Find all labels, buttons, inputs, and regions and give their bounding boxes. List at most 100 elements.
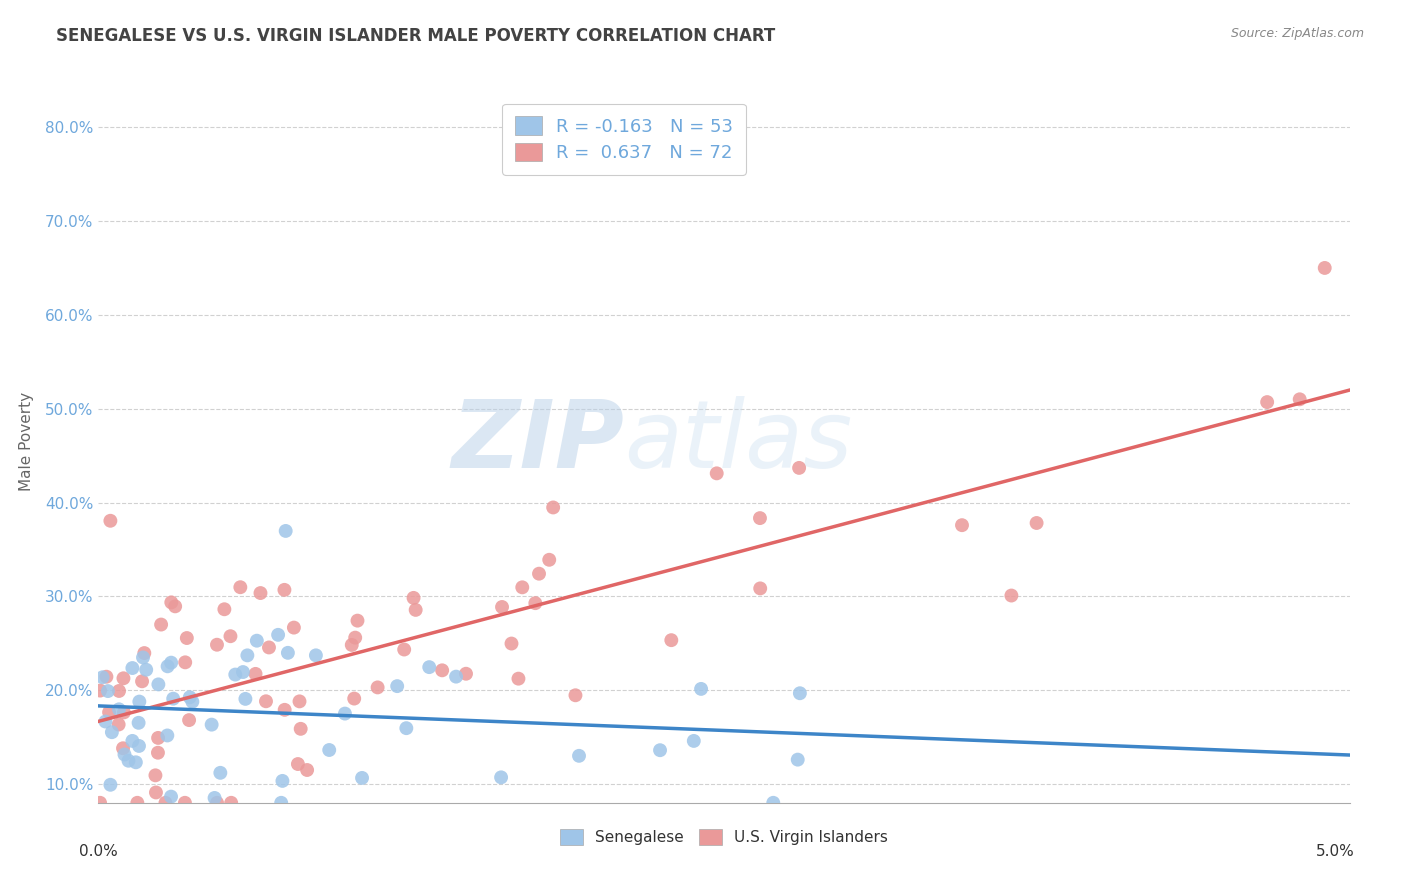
Point <box>538 553 561 567</box>
Point <box>96 670 118 684</box>
Point <box>568 748 591 763</box>
Text: atlas: atlas <box>624 396 852 487</box>
Point <box>273 582 295 597</box>
Text: SENEGALESE VS U.S. VIRGIN ISLANDER MALE POVERTY CORRELATION CHART: SENEGALESE VS U.S. VIRGIN ISLANDER MALE … <box>56 27 776 45</box>
Point <box>156 659 179 673</box>
Point <box>91 670 114 684</box>
Point <box>146 731 169 745</box>
Point <box>385 679 408 693</box>
Point <box>205 796 228 810</box>
Text: ZIP: ZIP <box>451 395 624 488</box>
Point <box>271 773 294 788</box>
Point <box>114 747 136 762</box>
Point <box>454 666 477 681</box>
Point <box>128 695 150 709</box>
Point <box>273 703 295 717</box>
Text: 5.0%: 5.0% <box>1316 845 1355 859</box>
Point <box>524 596 547 610</box>
Point <box>201 717 224 731</box>
Point <box>430 663 453 677</box>
Point <box>787 461 810 475</box>
Point <box>112 671 135 685</box>
Point <box>160 656 183 670</box>
Point <box>489 770 512 784</box>
Point <box>177 713 200 727</box>
Point <box>98 705 121 719</box>
Legend: Senegalese, U.S. Virgin Islanders: Senegalese, U.S. Virgin Islanders <box>553 822 896 853</box>
Point <box>121 661 143 675</box>
Point <box>128 739 150 753</box>
Point <box>288 694 311 708</box>
Point <box>257 640 280 655</box>
Point <box>148 677 170 691</box>
Point <box>111 741 134 756</box>
Point <box>229 580 252 594</box>
Point <box>254 694 277 708</box>
Point <box>100 514 122 528</box>
Point <box>352 771 374 785</box>
Point <box>346 614 368 628</box>
Point <box>343 691 366 706</box>
Point <box>501 636 523 650</box>
Point <box>789 686 811 700</box>
Point <box>749 582 772 596</box>
Point <box>224 667 246 681</box>
Point <box>176 631 198 645</box>
Point <box>112 706 135 720</box>
Text: Source: ZipAtlas.com: Source: ZipAtlas.com <box>1230 27 1364 40</box>
Point <box>117 754 139 768</box>
Point <box>108 702 131 716</box>
Point <box>181 695 204 709</box>
Point <box>762 796 785 810</box>
Point <box>128 715 150 730</box>
Point <box>344 631 367 645</box>
Point <box>1025 516 1047 530</box>
Point <box>160 789 183 804</box>
Point <box>367 681 389 695</box>
Point <box>235 692 257 706</box>
Point <box>305 648 328 663</box>
Point <box>274 524 297 538</box>
Point <box>209 765 232 780</box>
Point <box>219 629 242 643</box>
Point <box>333 706 356 721</box>
Point <box>89 683 111 698</box>
Point <box>179 690 201 705</box>
Point <box>290 722 312 736</box>
Point <box>1288 392 1310 407</box>
Point <box>150 617 173 632</box>
Point <box>160 595 183 609</box>
Point <box>132 650 155 665</box>
Point <box>107 717 129 731</box>
Point <box>236 648 259 663</box>
Point <box>249 586 271 600</box>
Point <box>145 768 167 782</box>
Point <box>204 791 226 805</box>
Point <box>564 688 586 702</box>
Point <box>100 778 122 792</box>
Point <box>749 511 772 525</box>
Y-axis label: Male Poverty: Male Poverty <box>18 392 34 491</box>
Point <box>1000 589 1022 603</box>
Point <box>508 672 530 686</box>
Point <box>174 796 197 810</box>
Point <box>219 796 242 810</box>
Point <box>134 646 156 660</box>
Point <box>690 681 713 696</box>
Point <box>108 684 131 698</box>
Point <box>270 796 292 810</box>
Point <box>527 566 550 581</box>
Point <box>277 646 299 660</box>
Point <box>405 603 427 617</box>
Point <box>1256 395 1278 409</box>
Point <box>155 796 177 810</box>
Text: 0.0%: 0.0% <box>79 845 118 859</box>
Point <box>267 628 290 642</box>
Point <box>125 756 148 770</box>
Point <box>246 633 269 648</box>
Point <box>174 656 197 670</box>
Point <box>156 729 179 743</box>
Point <box>491 599 513 614</box>
Point <box>135 663 157 677</box>
Point <box>121 734 143 748</box>
